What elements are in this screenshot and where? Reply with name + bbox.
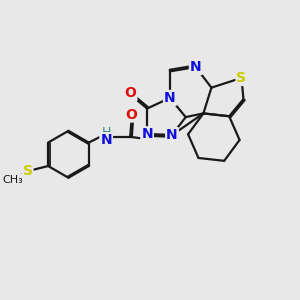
Text: O: O — [126, 107, 138, 122]
Text: H: H — [101, 126, 111, 139]
Text: N: N — [166, 128, 178, 142]
Text: S: S — [22, 164, 32, 178]
Text: N: N — [100, 133, 112, 147]
Text: N: N — [164, 91, 176, 105]
Text: O: O — [124, 86, 136, 100]
Text: S: S — [236, 71, 247, 85]
Text: N: N — [190, 60, 202, 74]
Text: N: N — [141, 127, 153, 141]
Text: CH₃: CH₃ — [2, 175, 23, 185]
